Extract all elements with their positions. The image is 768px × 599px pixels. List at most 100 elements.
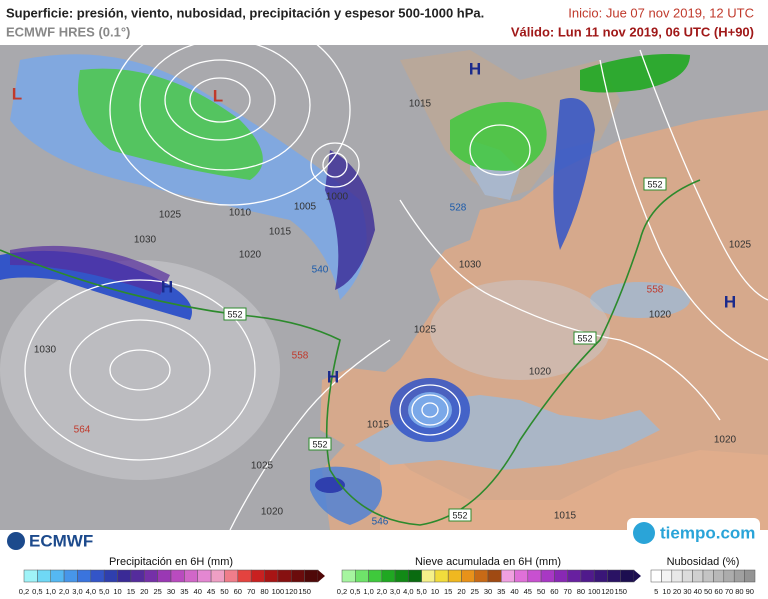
map-label: 564 — [74, 425, 91, 436]
legend-arrow — [318, 570, 325, 582]
legend-tick: 50 — [220, 587, 228, 596]
map-label: 1015 — [554, 511, 577, 522]
legend-swatch — [461, 569, 475, 583]
legend-swatch — [184, 569, 198, 583]
legend-swatch — [37, 569, 51, 583]
map-label: 1005 — [294, 202, 317, 213]
thickness-box — [308, 437, 332, 451]
isobar — [189, 77, 251, 123]
legend-swatch — [237, 569, 252, 583]
isobar — [399, 199, 721, 421]
legend-swatch — [144, 569, 158, 583]
legend-tick: 10 — [431, 587, 439, 596]
thickness-label: 552 — [227, 309, 242, 319]
map-label: 1030 — [459, 260, 482, 271]
legend-tick: 0,5 — [350, 587, 360, 596]
legend-tick: 40 — [694, 587, 702, 596]
legend-tick: 10 — [662, 587, 670, 596]
precip-swirl-eye — [408, 392, 452, 428]
map-label: 1025 — [414, 325, 437, 336]
legend-swatch — [103, 569, 118, 583]
legend-swatch — [527, 569, 542, 583]
ecmwf-logo: ECMWF — [7, 531, 93, 550]
legend-swatch — [197, 569, 212, 583]
legend-swatch — [487, 569, 502, 583]
init-time: Inicio: Jue 07 nov 2019, 12 UTC — [568, 5, 754, 20]
legend-swatch — [250, 569, 265, 583]
isobar — [639, 49, 768, 301]
legend-swatch — [593, 569, 608, 583]
map-label: 1025 — [251, 461, 274, 472]
isobar — [310, 142, 360, 188]
legend-swatch — [661, 569, 673, 583]
legend-swatch — [702, 569, 714, 583]
map-label: 1030 — [34, 345, 57, 356]
legend-swatch — [620, 569, 635, 583]
legend-swatch — [744, 569, 756, 583]
sea-black — [590, 282, 690, 318]
legend-tick: 90 — [746, 587, 754, 596]
legend-tick: 30 — [484, 587, 492, 596]
legend-tick: 5,0 — [99, 587, 109, 596]
map-label: 1015 — [409, 99, 432, 110]
legend-tick: 0,2 — [19, 587, 29, 596]
legend-tick: 10 — [113, 587, 121, 596]
legend-tick: 35 — [497, 587, 505, 596]
isobar — [599, 59, 768, 361]
legend-swatch — [650, 569, 662, 583]
legend-tick: 30 — [683, 587, 691, 596]
legend-swatch — [210, 569, 225, 583]
isobar — [109, 45, 351, 206]
isobar — [24, 279, 256, 461]
legend-swatch — [671, 569, 683, 583]
legend-tick: 70 — [247, 587, 255, 596]
snow-band — [450, 102, 547, 171]
snow-band — [580, 54, 690, 93]
snow-band — [78, 68, 263, 180]
precip-core — [10, 245, 170, 295]
map-label: H — [327, 367, 339, 386]
map-label: H — [161, 277, 173, 296]
legend-tick: 50 — [537, 587, 545, 596]
legend-tick: 30 — [167, 587, 175, 596]
map: L L H H H H 1015 1025 1030 1010 1005 1000 1015 1020 10… — [0, 45, 768, 530]
legend-swatch — [713, 569, 725, 583]
isobar — [411, 394, 449, 426]
legend-tick: 45 — [524, 587, 532, 596]
legend-swatch — [90, 569, 105, 583]
map-label: 1020 — [714, 435, 737, 446]
legend-tick: 100 — [588, 587, 601, 596]
legend-tick: 150 — [298, 587, 311, 596]
legend-swatch — [130, 569, 145, 583]
legend-swatch — [540, 569, 555, 583]
map-label: 1025 — [159, 210, 182, 221]
legend-swatch — [567, 569, 582, 583]
legend-tick: 20 — [140, 587, 148, 596]
legend-swatch — [224, 569, 239, 583]
map-label: 1030 — [134, 235, 157, 246]
tiempo-mark — [633, 522, 655, 544]
legend-swatch — [501, 569, 515, 583]
legend-swatch — [63, 569, 78, 583]
legend-tick: 80 — [735, 587, 743, 596]
map-label: 1015 — [269, 227, 292, 238]
isobar — [469, 124, 531, 176]
legend-tick: 150 — [614, 587, 627, 596]
cloud — [0, 260, 280, 480]
legend-tick: 5,0 — [416, 587, 426, 596]
legend-tick: 0,2 — [337, 587, 347, 596]
legend-swatch — [447, 569, 462, 583]
legend-tick: 1,0 — [363, 587, 373, 596]
isobar — [229, 339, 391, 530]
isobar — [421, 402, 439, 418]
thickness-label: 552 — [452, 510, 467, 520]
legend-tick: 60 — [714, 587, 722, 596]
legend-swatch — [394, 569, 409, 583]
legend-tick: 20 — [673, 587, 681, 596]
map-label: 1020 — [529, 367, 552, 378]
legend-tick: 0,5 — [32, 587, 42, 596]
title: Superficie: presión, viento, nubosidad, … — [6, 5, 484, 20]
valid-time: Válido: Lun 11 nov 2019, 06 UTC (H+90) — [511, 24, 754, 39]
isobars — [24, 45, 768, 530]
legend-swatch — [368, 569, 383, 583]
